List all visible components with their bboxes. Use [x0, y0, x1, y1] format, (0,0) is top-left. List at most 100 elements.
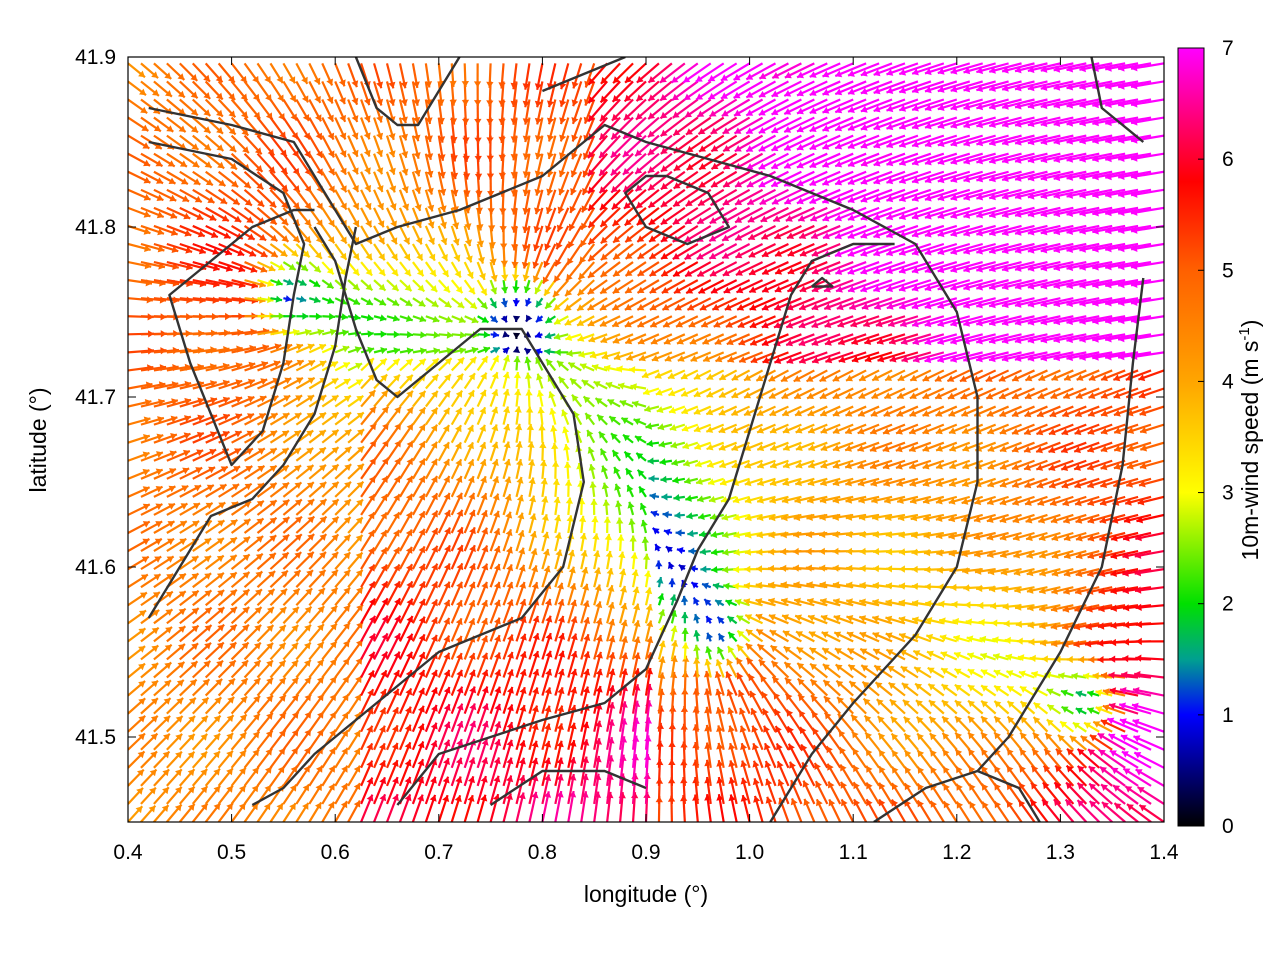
- wind-arrow-head: [406, 390, 413, 398]
- wind-arrow-head: [728, 760, 736, 767]
- wind-arrow-head: [510, 118, 518, 125]
- wind-arrow-head: [218, 502, 226, 509]
- wind-arrow-head: [178, 608, 186, 616]
- wind-arrow-head: [469, 357, 477, 364]
- wind-arrow-head: [782, 479, 790, 487]
- wind-arrow-head: [723, 286, 731, 294]
- wind-arrow-head: [522, 189, 530, 196]
- wind-arrow-head: [367, 330, 374, 338]
- wind-arrow-head: [307, 343, 315, 351]
- wind-arrow-head: [736, 657, 743, 665]
- wind-arrow-head: [243, 181, 251, 189]
- wind-arrow-head: [380, 547, 387, 555]
- wind-arrow-head: [554, 514, 562, 522]
- wind-arrow-head: [545, 615, 553, 623]
- wind-arrow-head: [352, 298, 360, 305]
- wind-arrow-head: [774, 232, 782, 240]
- wind-arrow-head: [143, 159, 151, 167]
- wind-arrow-head: [579, 256, 587, 264]
- wind-arrow-head: [180, 503, 188, 510]
- wind-arrow-head: [239, 785, 246, 793]
- wind-arrow-head: [254, 624, 262, 632]
- wind-arrow-head: [506, 546, 513, 554]
- wind-arrow-head: [626, 354, 634, 361]
- wind-arrow-head: [316, 659, 324, 667]
- wind-arrow-head: [546, 359, 553, 367]
- wind-arrow-head: [164, 644, 172, 652]
- wind-arrow-head: [282, 499, 290, 507]
- wind-arrow-head: [771, 162, 779, 170]
- wind-arrow-head: [648, 130, 655, 138]
- wind-arrow-head: [591, 516, 599, 523]
- wind-arrow-head: [536, 373, 543, 381]
- wind-arrow-head: [578, 350, 585, 358]
- wind-arrow-head: [239, 732, 247, 740]
- wind-arrow-head: [845, 513, 853, 521]
- wind-arrow-head: [406, 633, 413, 641]
- wind-arrow-head: [315, 132, 322, 140]
- wind-arrow-head: [581, 567, 589, 574]
- wind-arrow-head: [356, 622, 363, 629]
- wind-arrow-head: [204, 642, 211, 650]
- wind-arrow-head: [673, 164, 681, 171]
- wind-arrow-head: [569, 583, 577, 590]
- wind-arrow-head: [207, 196, 215, 203]
- wind-arrow-head: [418, 458, 425, 466]
- wind-arrow-head: [588, 464, 596, 471]
- wind-arrow-head: [341, 313, 348, 321]
- wind-arrow-head: [138, 681, 146, 688]
- wind-arrow-head: [270, 430, 277, 438]
- wind-arrow-head: [797, 89, 804, 97]
- wind-arrow-head: [178, 591, 186, 598]
- wind-arrow-head: [304, 202, 312, 210]
- wind-arrow-head: [169, 194, 177, 202]
- wind-arrow-head: [494, 635, 501, 642]
- wind-arrow-head: [840, 764, 847, 772]
- wind-arrow-head: [443, 635, 451, 643]
- wind-arrow-head: [604, 533, 612, 541]
- wind-arrow-head: [776, 761, 784, 769]
- wind-arrow-head: [474, 118, 482, 125]
- wind-arrow-head: [557, 669, 565, 676]
- wind-arrow-head: [203, 92, 211, 99]
- wind-arrow-head: [365, 298, 373, 305]
- wind-arrow-head: [304, 659, 311, 667]
- wind-arrow-head: [406, 423, 413, 431]
- wind-arrow-head: [581, 756, 590, 764]
- wind-arrow-head: [416, 269, 424, 277]
- wind-arrow-head: [618, 551, 626, 559]
- wind-arrow-head: [828, 799, 836, 807]
- wind-arrow-head: [353, 783, 361, 791]
- wind-arrow-head: [438, 136, 446, 143]
- wind-arrow-head: [467, 442, 474, 450]
- wind-arrow-head: [481, 510, 488, 518]
- wind-arrow-head: [544, 348, 551, 356]
- wind-arrow-head: [474, 155, 482, 162]
- wind-arrow-head: [406, 458, 413, 466]
- wind-arrow-head: [743, 598, 751, 606]
- wind-arrow-head: [192, 160, 200, 168]
- wind-arrow-head: [367, 374, 375, 381]
- wind-arrow-head: [704, 599, 712, 606]
- wind-arrow-head: [565, 334, 573, 341]
- wind-arrow-head: [204, 590, 212, 597]
- wind-arrow-head: [607, 585, 615, 592]
- wind-arrow-head: [481, 316, 489, 323]
- wind-arrow-head: [356, 499, 363, 507]
- wind-arrow-head: [722, 252, 730, 259]
- wind-arrow-head: [527, 441, 535, 448]
- wind-arrow-head: [355, 362, 363, 370]
- wind-arrow-head: [481, 652, 489, 660]
- wind-arrow-head: [486, 118, 494, 125]
- wind-arrow-head: [711, 287, 718, 294]
- wind-arrow-head: [291, 249, 298, 257]
- wind-arrow-head: [394, 458, 401, 466]
- wind-arrow-head: [531, 740, 539, 748]
- wind-arrow-head: [599, 303, 607, 311]
- wind-arrow-head: [339, 97, 346, 105]
- wind-arrow-head: [163, 733, 170, 741]
- wind-arrow-head: [498, 154, 506, 162]
- wind-arrow-head: [722, 234, 730, 241]
- wind-arrow-head: [288, 263, 296, 270]
- wind-arrow-head: [531, 791, 539, 799]
